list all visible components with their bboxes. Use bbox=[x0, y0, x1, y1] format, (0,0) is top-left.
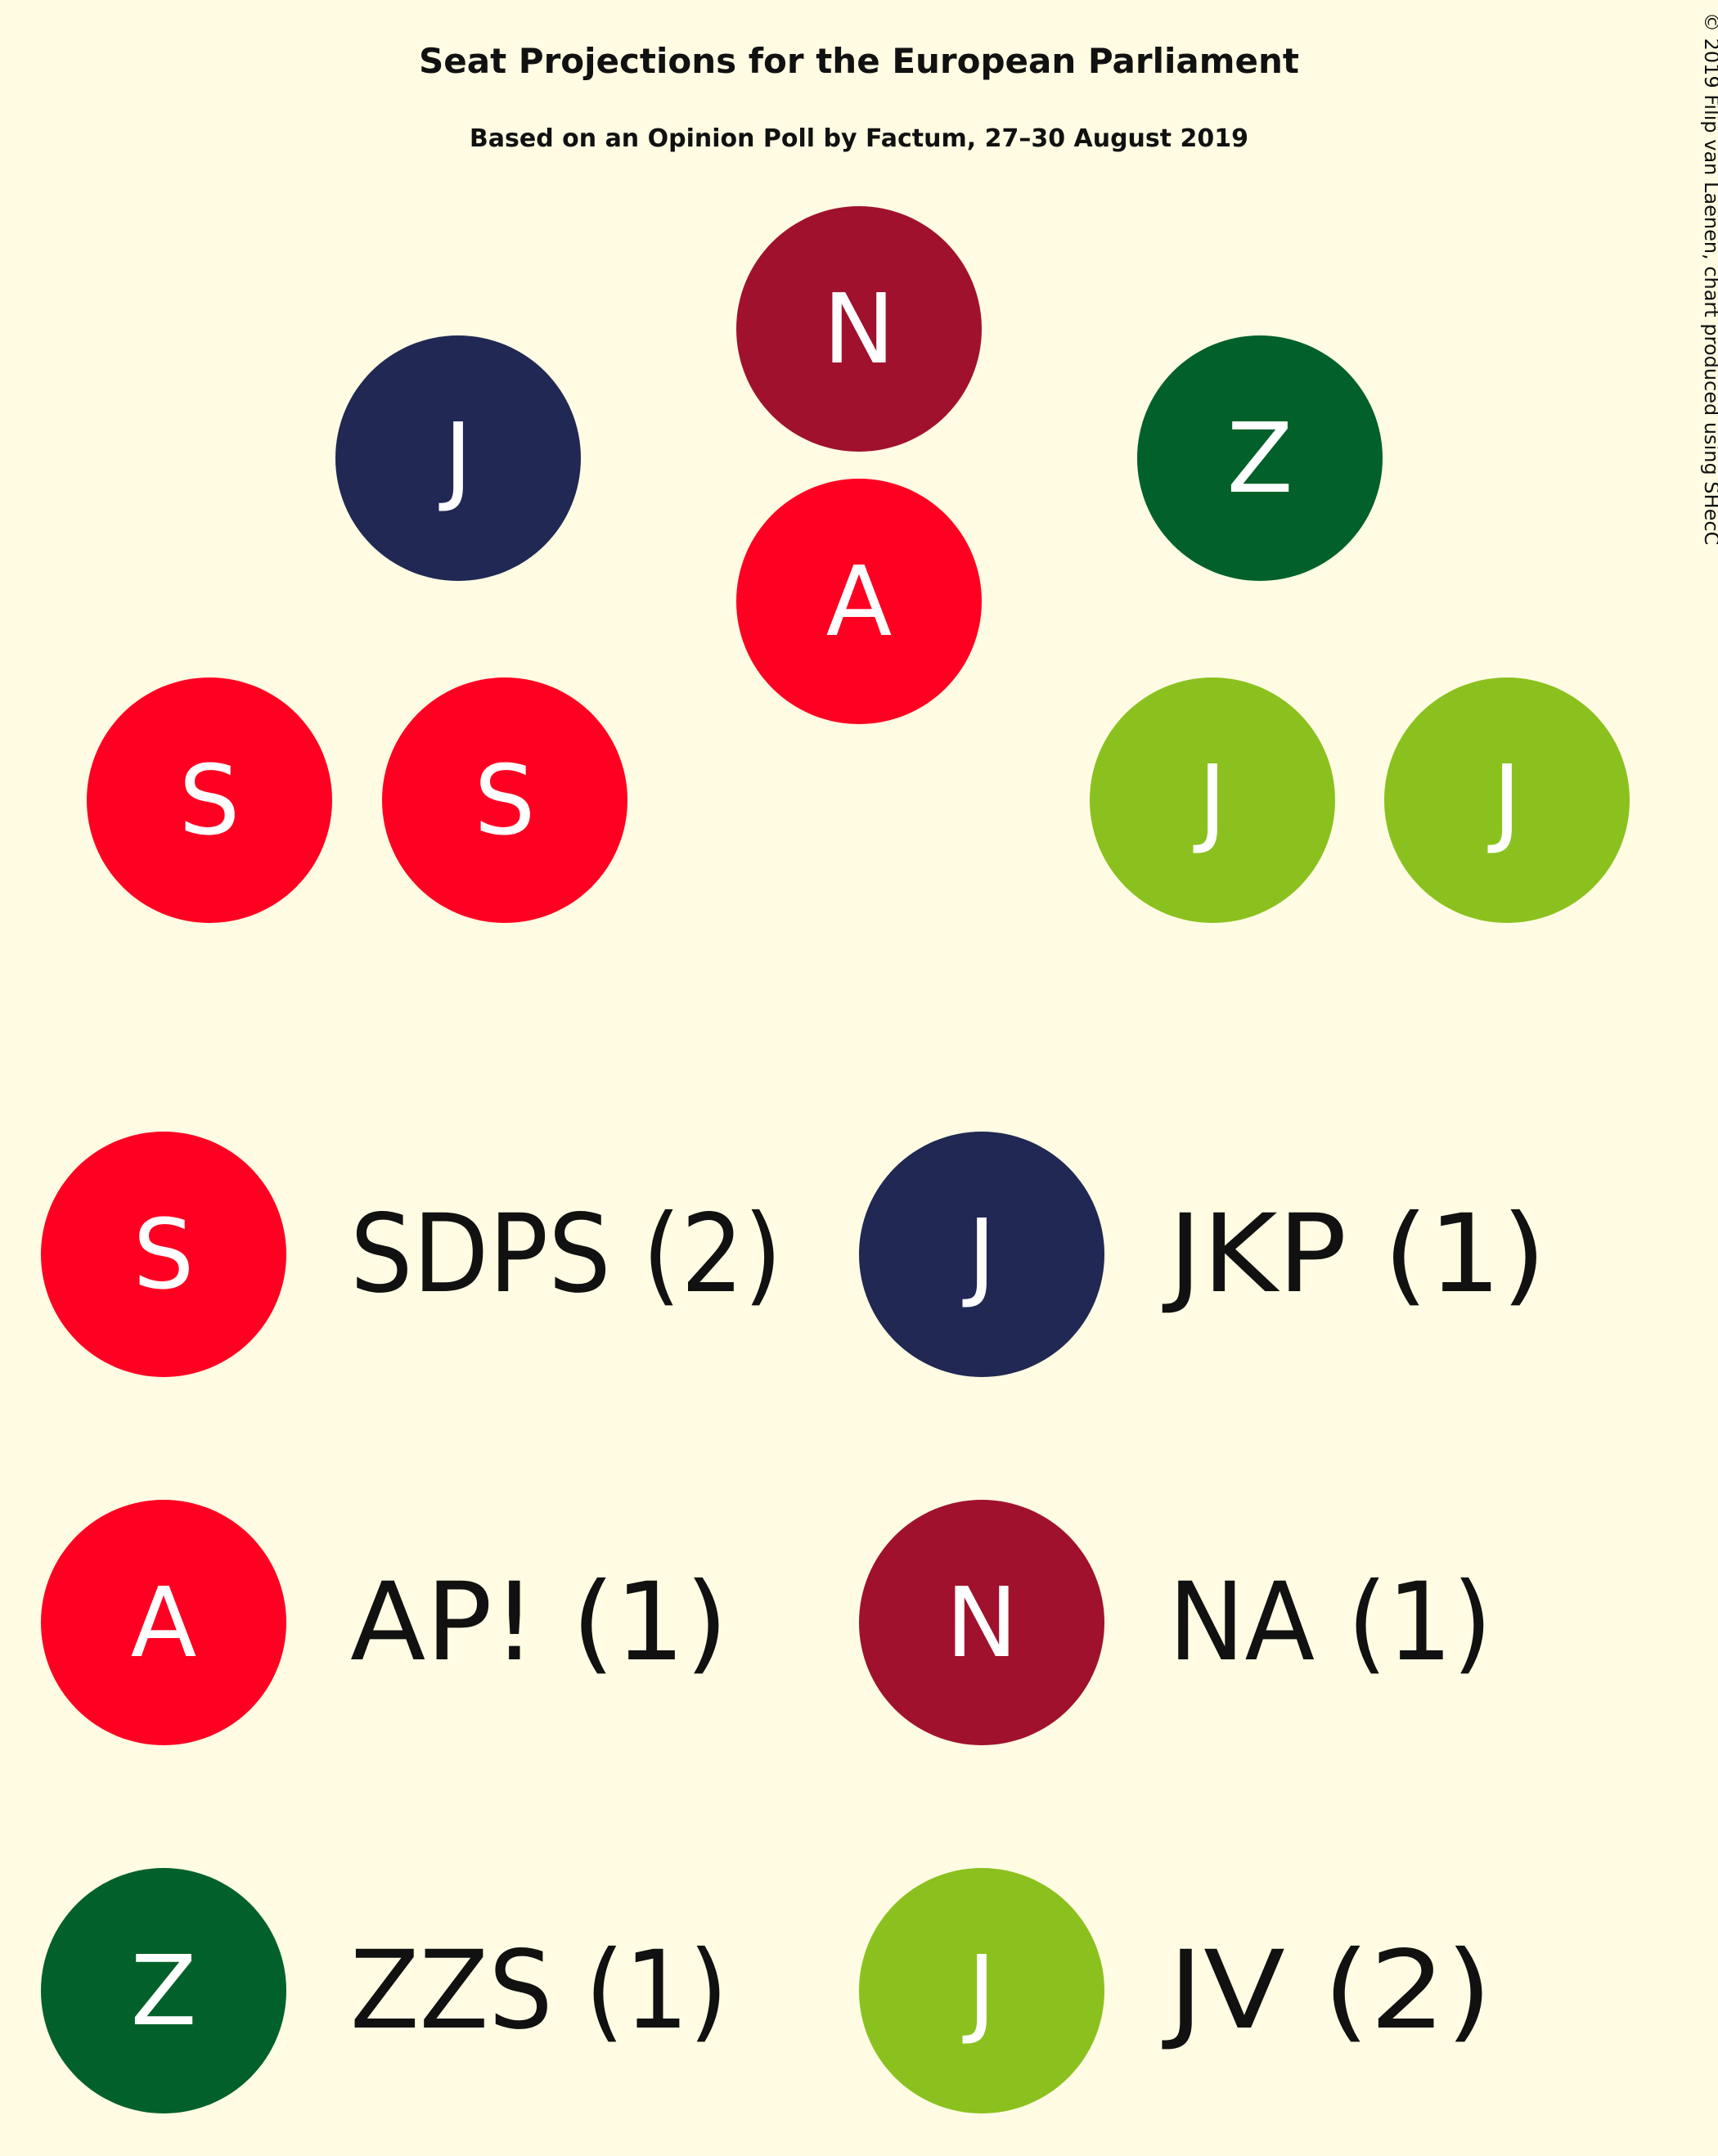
legend-label: JV (2) bbox=[1162, 1928, 1492, 2054]
seat-ap-3: A bbox=[736, 479, 982, 724]
legend-letter: N bbox=[946, 1566, 1018, 1679]
seat-circle bbox=[87, 677, 332, 923]
legend-letter: J bbox=[962, 1934, 996, 2047]
seat-circle bbox=[736, 206, 982, 452]
seat-letter: Z bbox=[1227, 402, 1293, 515]
legend-item-jv: J JV (2) bbox=[859, 1868, 1492, 2113]
legend-letter: Z bbox=[131, 1934, 197, 2047]
legend-label: ZZS (1) bbox=[350, 1928, 728, 2054]
seat-sdps-1: S bbox=[382, 677, 627, 923]
legend-item-sdps: S SDPS (2) bbox=[41, 1132, 782, 1377]
legend-letter: A bbox=[131, 1566, 197, 1679]
seat-letter: J bbox=[1487, 744, 1522, 857]
seat-circle bbox=[335, 335, 581, 581]
seat-letter: S bbox=[474, 744, 536, 857]
seat-letter: S bbox=[179, 744, 241, 857]
legend-swatch bbox=[859, 1132, 1104, 1377]
seat-zzs-5: Z bbox=[1137, 335, 1383, 581]
legend-swatch bbox=[41, 1500, 286, 1745]
legend-item-na: N NA (1) bbox=[859, 1500, 1492, 1745]
seat-na-4: N bbox=[736, 206, 982, 452]
legend-item-zzs: Z ZZS (1) bbox=[41, 1868, 728, 2113]
seat-circle bbox=[1384, 677, 1630, 923]
legend-swatch bbox=[859, 1868, 1104, 2113]
seat-letter: J bbox=[438, 402, 473, 515]
seat-letter: J bbox=[1193, 744, 1227, 857]
seat-jv-6: J bbox=[1090, 677, 1335, 923]
seat-circle bbox=[1137, 335, 1383, 581]
legend-letter: J bbox=[962, 1198, 996, 1311]
legend-label: JKP (1) bbox=[1163, 1191, 1546, 1317]
seat-sdps-0: S bbox=[87, 677, 332, 923]
chart-subtitle: Based on an Opinion Poll by Factum, 27–3… bbox=[469, 124, 1249, 153]
chart-title: Seat Projections for the European Parlia… bbox=[419, 41, 1299, 81]
seat-jv-7: J bbox=[1384, 677, 1630, 923]
legend-item-ap: A AP! (1) bbox=[41, 1500, 728, 1745]
seat-letter: A bbox=[826, 545, 893, 658]
seat-letter: N bbox=[823, 272, 895, 385]
legend-letter: S bbox=[133, 1198, 195, 1311]
legend-swatch bbox=[41, 1868, 286, 2113]
legend-swatch bbox=[41, 1132, 286, 1377]
legend-swatch bbox=[859, 1500, 1104, 1745]
legend-item-jkp: J JKP (1) bbox=[859, 1132, 1546, 1377]
legend-label: SDPS (2) bbox=[350, 1191, 782, 1317]
seat-circle bbox=[382, 677, 627, 923]
seat-jkp-2: J bbox=[335, 335, 581, 581]
seat-circle bbox=[1090, 677, 1335, 923]
legend-label: AP! (1) bbox=[350, 1560, 728, 1686]
legend-label: NA (1) bbox=[1168, 1560, 1492, 1686]
seat-circle bbox=[736, 479, 982, 724]
